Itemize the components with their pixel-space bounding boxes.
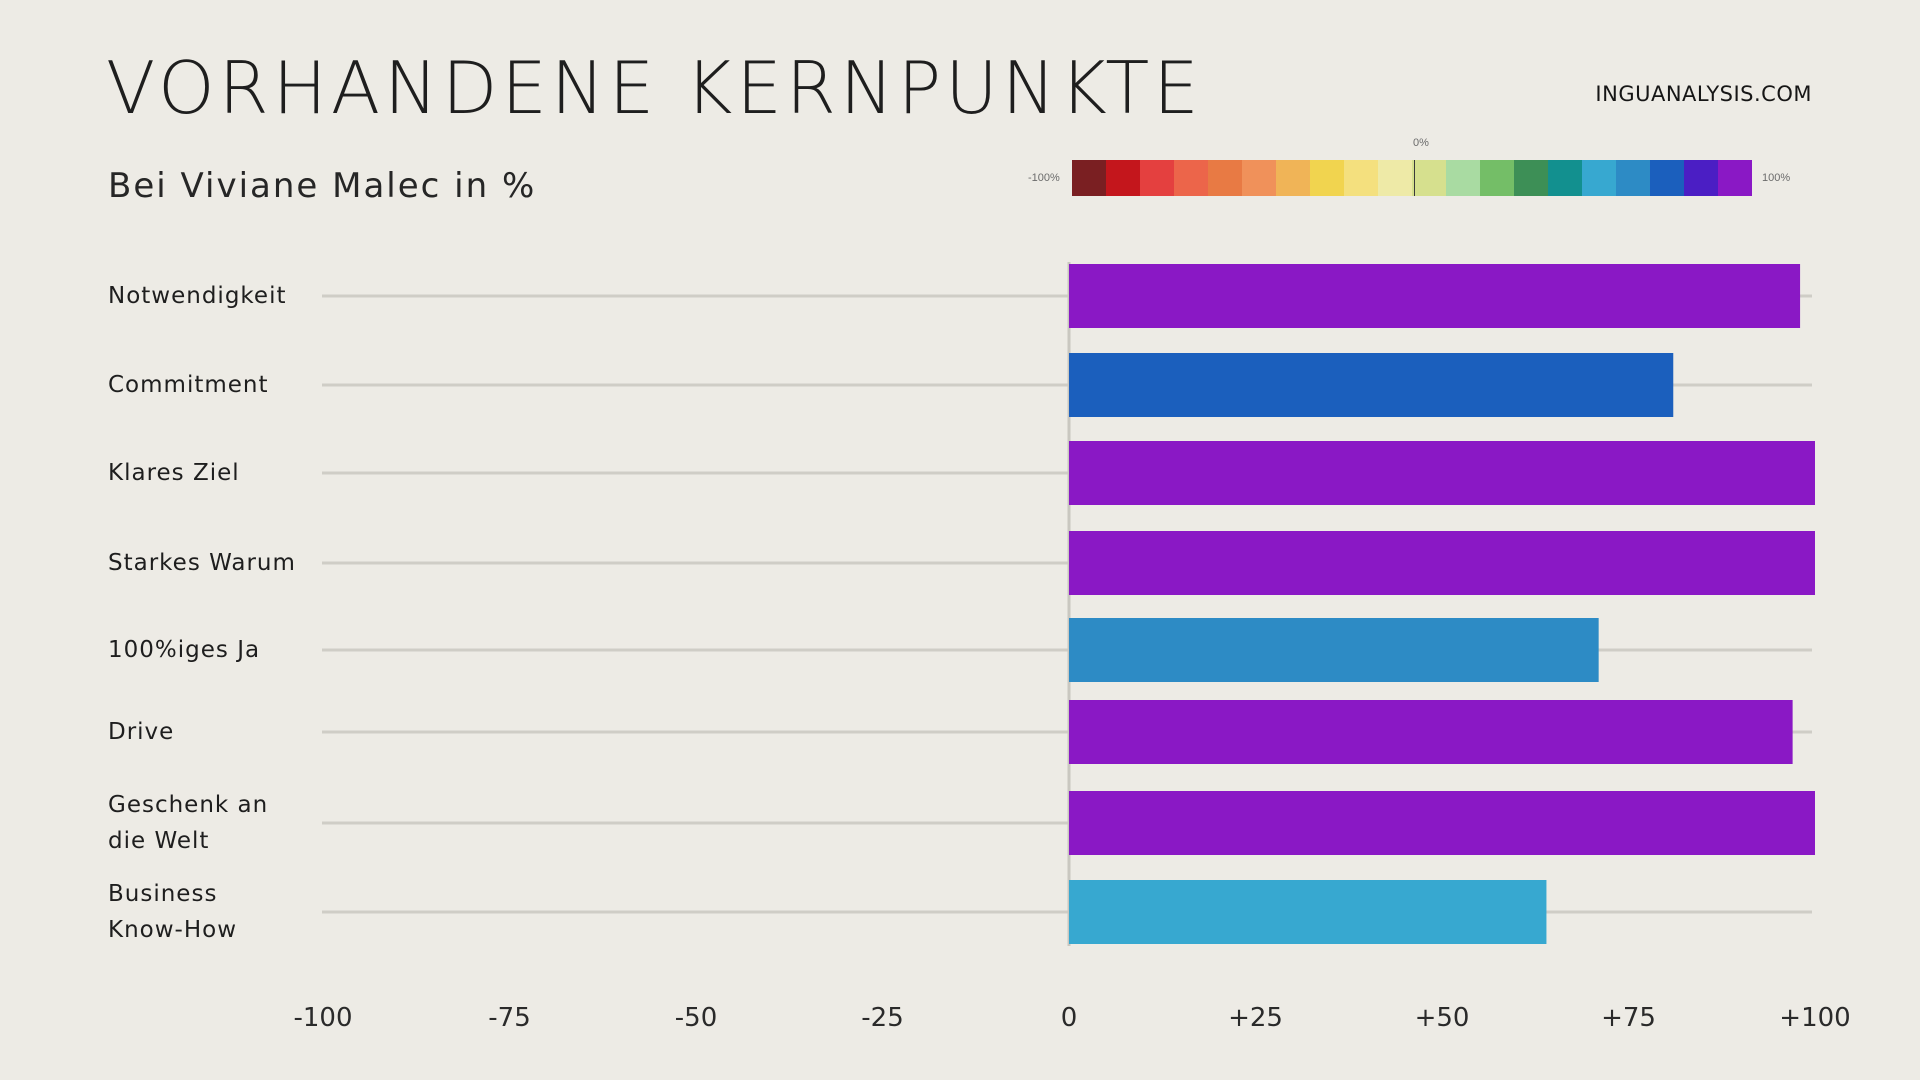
x-tick-label: -100 — [293, 1003, 352, 1033]
color-scale-bar: #7a1f22#c4161c#e4403f#ec654a#e87a44#f091… — [1072, 160, 1752, 196]
legend-swatch: #4b1ec4 — [1684, 160, 1718, 196]
bar — [1069, 531, 1815, 595]
bar — [1069, 791, 1815, 855]
legend-swatch: #eeeaa7 — [1378, 160, 1412, 196]
category-label: Klares Ziel — [108, 455, 318, 491]
category-label: Commitment — [108, 367, 318, 403]
category-label-line: Starkes Warum — [108, 550, 296, 576]
legend-swatch: #c4161c — [1106, 160, 1140, 196]
legend-swatch: #7a1f22 — [1072, 160, 1106, 196]
legend-swatch: #f1d44f — [1310, 160, 1344, 196]
bar — [1069, 264, 1801, 328]
legend-swatch: #a9dba2 — [1446, 160, 1480, 196]
legend-swatch: #e4403f — [1140, 160, 1174, 196]
bar — [1069, 441, 1815, 505]
brand-label: INGUANALYSIS.COM — [1595, 82, 1812, 106]
x-tick-label: 0 — [1061, 1003, 1078, 1033]
x-tick-label: +50 — [1415, 1003, 1470, 1033]
legend-swatch: #2d8bc5 — [1616, 160, 1650, 196]
x-tick-label: -25 — [861, 1003, 903, 1033]
legend-swatch: #1b5fbd — [1650, 160, 1684, 196]
category-label-line: Commitment — [108, 372, 269, 398]
legend-zero-tick — [1414, 160, 1415, 196]
legend-swatch: #f4e07e — [1344, 160, 1378, 196]
x-tick-label: +100 — [1779, 1003, 1850, 1033]
legend-min-label: -100% — [1028, 172, 1060, 184]
category-label-line: Geschenk an — [108, 792, 269, 818]
legend-swatch: #ec654a — [1174, 160, 1208, 196]
category-label-line: Klares Ziel — [108, 460, 240, 486]
x-tick-label: -75 — [488, 1003, 530, 1033]
category-label: Starkes Warum — [108, 545, 318, 581]
legend-swatch: #f0b457 — [1276, 160, 1310, 196]
legend-swatch: #3d8f56 — [1514, 160, 1548, 196]
legend-swatch: #37a8d0 — [1582, 160, 1616, 196]
color-scale-legend: 0% -100% 100% #7a1f22#c4161c#e4403f#ec65… — [1000, 130, 1820, 200]
category-label: Business Know-How — [108, 876, 318, 948]
bar — [1069, 880, 1547, 944]
category-label-line: Business — [108, 881, 218, 907]
page-title: VORHANDENE KERNPUNKTE — [106, 46, 1203, 130]
x-tick-label: +25 — [1228, 1003, 1283, 1033]
category-label: Notwendigkeit — [108, 278, 318, 314]
legend-max-label: 100% — [1762, 172, 1791, 184]
x-tick-label: +75 — [1601, 1003, 1656, 1033]
legend-swatch: #e87a44 — [1208, 160, 1242, 196]
legend-swatch: #74be67 — [1480, 160, 1514, 196]
bar — [1069, 700, 1793, 764]
category-label: Geschenk an die Welt — [108, 787, 318, 859]
category-label-line: Know-How — [108, 917, 238, 943]
category-label-line: Drive — [108, 719, 175, 745]
bar — [1069, 618, 1599, 682]
x-tick-label: -50 — [675, 1003, 717, 1033]
legend-zero-label: 0% — [1413, 137, 1429, 149]
legend-swatch: #8a18c5 — [1718, 160, 1752, 196]
category-label: 100%iges Ja — [108, 632, 318, 668]
category-label: Drive — [108, 714, 318, 750]
category-label-line: die Welt — [108, 828, 210, 854]
legend-swatch: #f0915a — [1242, 160, 1276, 196]
category-label-line: 100%iges Ja — [108, 637, 261, 663]
bar — [1069, 353, 1674, 417]
legend-swatch: #12908f — [1548, 160, 1582, 196]
chart-subtitle: Bei Viviane Malec in % — [108, 166, 537, 206]
category-label-line: Notwendigkeit — [108, 283, 287, 309]
legend-swatch: #d6e08e — [1412, 160, 1446, 196]
